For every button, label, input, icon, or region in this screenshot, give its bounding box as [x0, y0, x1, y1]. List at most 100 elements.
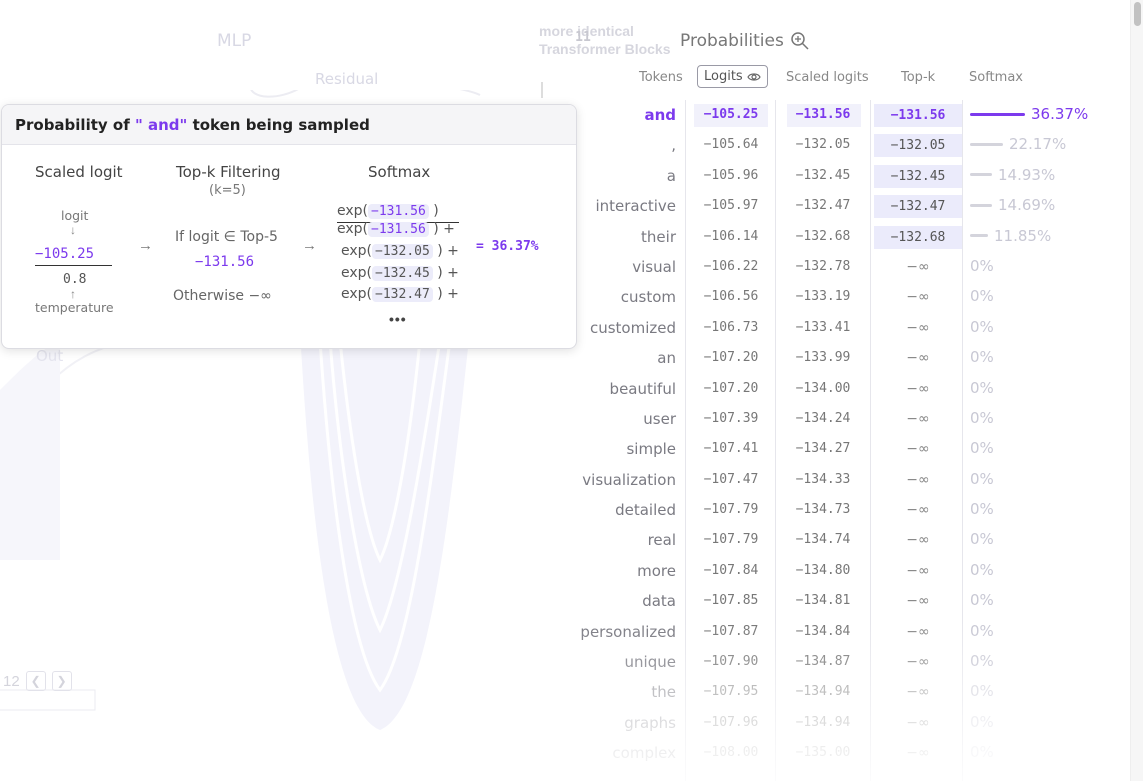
logit-value: −105.64 — [703, 137, 759, 153]
exp-suffix: ) — [428, 203, 439, 219]
scaled-logit-value: −134.81 — [795, 593, 851, 609]
topk-value: −∞ — [906, 714, 930, 731]
highlight-bg — [694, 104, 768, 127]
logit-value: −107.84 — [703, 562, 759, 578]
table-row[interactable]: visualization −107.47 −134.33 −∞ 0% — [560, 465, 1120, 495]
softmax-cell: 36.37% — [970, 105, 1088, 123]
softmax-bar — [970, 173, 992, 177]
table-row[interactable]: a −105.96 −132.45 −132.45 14.93% — [560, 161, 1120, 191]
scaled-logit-value: −132.05 — [795, 137, 851, 153]
probabilities-title-text: Probabilities — [680, 31, 784, 51]
softmax-cell: 0% — [970, 713, 994, 731]
token-label: graphs — [624, 713, 676, 732]
table-row[interactable]: their −106.14 −132.68 −132.68 11.85% — [560, 222, 1120, 252]
softmax-value: 0% — [970, 348, 994, 367]
table-row[interactable]: , −105.64 −132.05 −132.05 22.17% — [560, 130, 1120, 160]
scaled-logit-value: −133.99 — [795, 350, 851, 366]
token-label: customized — [589, 318, 676, 337]
softmax-cell: 0% — [970, 743, 994, 761]
token-label: beautiful — [609, 379, 676, 398]
table-row[interactable]: and −105.25 −131.56 −131.56 36.37% — [560, 100, 1120, 130]
scaled-logit-value: −132.45 — [795, 167, 851, 183]
logit-value: −106.73 — [703, 319, 759, 335]
fraction-line — [35, 265, 112, 266]
next-page-button[interactable]: ❯ — [51, 671, 72, 691]
token-label: a — [666, 166, 676, 185]
table-row[interactable]: beautiful −107.20 −134.00 −∞ 0% — [560, 374, 1120, 404]
table-row[interactable]: interactive −105.97 −132.47 −132.47 14.69% — [560, 191, 1120, 221]
softmax-cell: 0% — [970, 348, 994, 366]
softmax-denominator-term: exp(−132.47 ) + — [341, 286, 459, 302]
token-label: and — [644, 106, 676, 124]
topk-otherwise: Otherwise −∞ — [173, 288, 272, 304]
softmax-result: = 36.37% — [476, 239, 539, 254]
softmax-value: 0% — [970, 743, 994, 762]
topk-if-value: −131.56 — [195, 254, 255, 270]
softmax-bar — [970, 203, 992, 207]
table-row[interactable]: data −107.85 −134.81 −∞ 0% — [560, 586, 1120, 616]
table-row[interactable]: graphs −107.96 −134.94 −∞ 0% — [560, 708, 1120, 738]
background-diagram — [0, 90, 481, 730]
table-row[interactable]: more −107.84 −134.80 −∞ 0% — [560, 556, 1120, 586]
logit-value: −107.90 — [703, 654, 759, 670]
header-logits: Logits — [704, 69, 743, 84]
table-row[interactable]: unique −107.90 −134.87 −∞ 0% — [560, 647, 1120, 677]
softmax-value: 36.37% — [1031, 105, 1089, 123]
table-row[interactable]: the −107.95 −134.94 −∞ 0% — [560, 677, 1120, 707]
scaled-logit-value: −134.87 — [795, 654, 851, 670]
table-row[interactable]: real −107.79 −134.74 −∞ 0% — [560, 525, 1120, 555]
table-row[interactable]: complex −108.00 −135.00 −∞ 0% — [560, 738, 1120, 768]
down-arrow-icon: ↓ — [70, 223, 76, 237]
zoom-in-icon[interactable] — [790, 31, 810, 51]
topk-value: −∞ — [906, 289, 930, 306]
token-label: real — [647, 531, 676, 550]
softmax-value: 0% — [970, 621, 994, 640]
token-label: complex — [612, 744, 676, 763]
token-label: visual — [632, 257, 676, 276]
scaled-logit-value: −134.33 — [795, 471, 851, 487]
token-label: the — [651, 683, 676, 702]
table-row[interactable]: user −107.39 −134.24 −∞ 0% — [560, 404, 1120, 434]
softmax-value: 0% — [970, 591, 994, 610]
prev-page-button[interactable]: ❮ — [25, 671, 46, 691]
table-row[interactable]: customized −106.73 −133.41 −∞ 0% — [560, 313, 1120, 343]
scaled-logit-value: −134.94 — [795, 684, 851, 700]
logit-value: −107.79 — [703, 502, 759, 518]
topk-value: −∞ — [906, 562, 930, 579]
softmax-value: 11.85% — [994, 226, 1052, 245]
table-row[interactable]: an −107.20 −133.99 −∞ 0% — [560, 343, 1120, 373]
softmax-cell: 0% — [970, 652, 994, 670]
exp-plus: ) + — [432, 243, 459, 259]
softmax-value: 0% — [970, 500, 994, 519]
exp-prefix: exp( — [337, 221, 369, 237]
logits-toggle-button[interactable]: Logits — [697, 65, 768, 88]
table-row[interactable]: simple −107.41 −134.27 −∞ 0% — [560, 434, 1120, 464]
table-row[interactable]: visual −106.22 −132.78 −∞ 0% — [560, 252, 1120, 282]
residual-label: Residual — [315, 70, 379, 88]
scrollbar[interactable] — [1130, 0, 1143, 781]
logit-value: −107.85 — [703, 593, 759, 609]
logit-value: −107.39 — [703, 410, 759, 426]
topk-value: −132.68 — [874, 225, 962, 249]
scaled-logit-value: −134.80 — [795, 562, 851, 578]
logit-value: −106.22 — [703, 258, 759, 274]
softmax-cell: 0% — [970, 470, 994, 488]
out-label: Out — [36, 347, 64, 365]
scrollbar-thumb[interactable] — [1134, 2, 1141, 26]
scaled-logit-value: −132.47 — [795, 198, 851, 214]
logit-value: −107.41 — [703, 441, 759, 457]
scaled-logit-value: −134.74 — [795, 532, 851, 548]
topk-value: −∞ — [906, 593, 930, 610]
softmax-denominator-term: exp(−132.45 ) + — [341, 265, 459, 281]
topk-value: −∞ — [906, 410, 930, 427]
table-row[interactable]: personalized −107.87 −134.84 −∞ 0% — [560, 617, 1120, 647]
softmax-value: 0% — [970, 712, 994, 731]
numerator-value: −131.56 — [368, 204, 429, 219]
logit-value: −107.20 — [703, 350, 759, 366]
temperature-value: 0.8 — [63, 272, 87, 287]
table-row[interactable]: detailed −107.79 −134.73 −∞ 0% — [560, 495, 1120, 525]
logit-value: −107.79 — [703, 532, 759, 548]
token-label: visualization — [582, 470, 676, 489]
table-row[interactable]: custom −106.56 −133.19 −∞ 0% — [560, 282, 1120, 312]
probability-table: and −105.25 −131.56 −131.56 36.37%, −105.64 −1… — [560, 100, 1120, 769]
